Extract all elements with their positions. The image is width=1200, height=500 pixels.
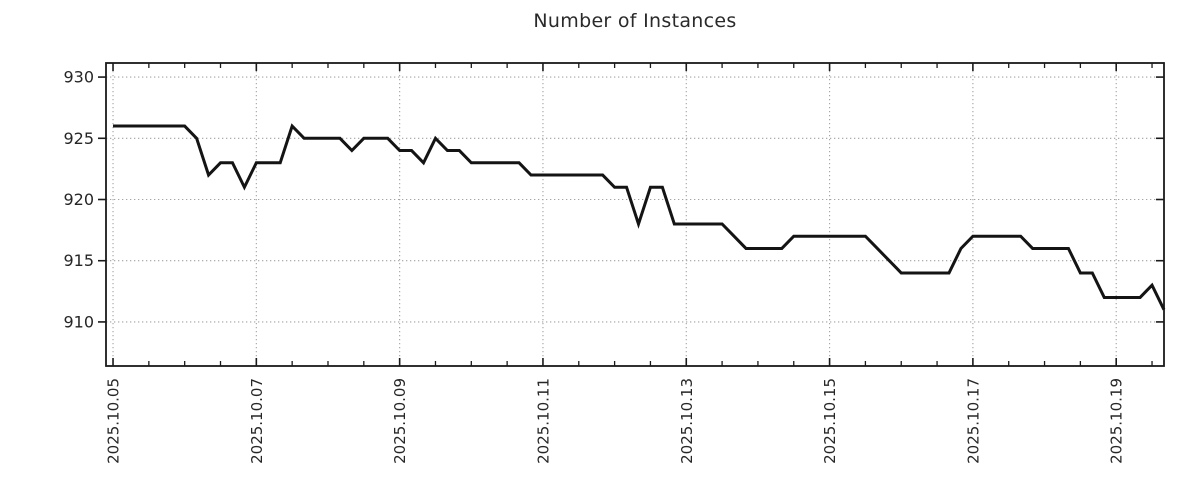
x-tick-label: 2025.10.05	[105, 378, 123, 464]
y-tick-label: 920	[63, 190, 94, 209]
chart-title: Number of Instances	[533, 10, 737, 32]
x-tick-label: 2025.10.07	[248, 378, 266, 464]
series-line	[113, 123, 1166, 311]
plot-border	[105, 62, 1165, 367]
x-tick-label: 2025.10.11	[534, 378, 552, 464]
x-tick-label: 2025.10.13	[678, 378, 696, 464]
x-tick-label: 2025.10.15	[821, 378, 839, 464]
x-tick-label: 2025.10.09	[391, 378, 409, 464]
y-tick-label: 930	[63, 68, 94, 87]
y-tick-label: 910	[63, 312, 94, 331]
x-tick-label: 2025.10.17	[964, 378, 982, 464]
y-tick-label: 925	[63, 129, 94, 148]
y-tick-label: 915	[63, 251, 94, 270]
x-tick-label: 2025.10.19	[1108, 378, 1126, 464]
